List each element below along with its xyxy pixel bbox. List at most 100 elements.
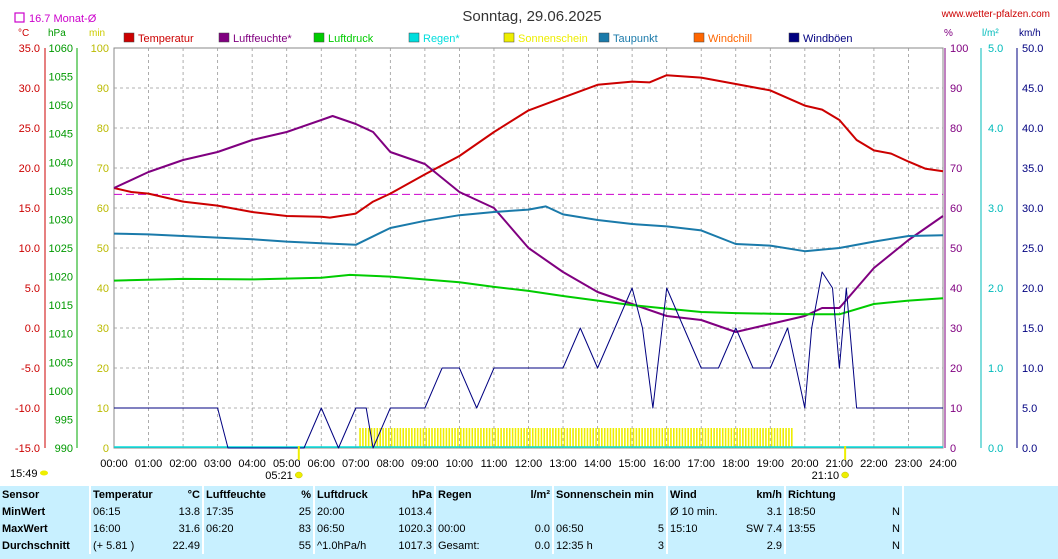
x-tick-label: 16:00: [653, 458, 681, 470]
pressure-time: ^1.0hPa/h: [313, 537, 382, 554]
legend-swatch: [598, 32, 610, 43]
sunshine-bar: [428, 428, 430, 448]
series-line-windböen: [114, 271, 943, 449]
minutes-tick-label: 40: [97, 283, 109, 295]
temp-tick-label: 25.0: [19, 123, 40, 135]
sun-value: 3: [657, 539, 664, 552]
sunshine-bar: [615, 428, 618, 448]
chart-title: Sonntag, 29.06.2025: [462, 8, 601, 25]
temp-tick-label: 5.0: [25, 283, 40, 295]
series-line-luftdruck: [113, 273, 944, 316]
direction-value: N: [892, 522, 900, 535]
pressure-tick-label: 1055: [49, 72, 73, 84]
clock-sun-icon: [40, 470, 48, 476]
rain-time: 00:00: [434, 520, 512, 537]
sunshine-bar: [733, 428, 736, 448]
sunshine-bar: [681, 428, 684, 448]
sunshine-bar: [629, 428, 632, 448]
pressure-tick-label: 1015: [49, 300, 73, 312]
sunshine-bar: [609, 428, 612, 448]
sunshine-bar: [485, 428, 488, 448]
sunshine-bar: [759, 428, 761, 448]
sunshine-bar: [543, 428, 546, 448]
humidity-time: [202, 537, 279, 554]
sunshine-bar: [624, 428, 626, 448]
sunshine-bar: [405, 428, 407, 448]
unit-rain: l/m²: [982, 28, 999, 39]
sunshine-bar: [566, 428, 569, 448]
sunshine-bar: [431, 428, 433, 448]
temp-tick-label: 10.0: [19, 243, 40, 255]
humidity-tick-label: 0: [950, 443, 956, 455]
hdr-humidity: Luftfeuchte: [202, 486, 279, 503]
sunshine-bar: [770, 428, 773, 448]
sunshine-bar: [488, 428, 491, 448]
sunshine-bar: [390, 428, 393, 448]
unit-temp: °C: [18, 28, 29, 39]
sunshine-bar: [480, 428, 482, 448]
sunshine-bar: [546, 428, 548, 448]
sunshine-bar: [601, 428, 603, 448]
pressure-tick-label: 1030: [49, 214, 73, 226]
temp-tick-label: 35.0: [19, 43, 40, 55]
sunshine-bar: [451, 428, 453, 448]
sunshine-bar: [690, 428, 692, 448]
sunshine-bar: [523, 428, 525, 448]
x-tick-label: 24:00: [929, 458, 957, 470]
sunshine-bar: [503, 428, 505, 448]
sunshine-bar: [477, 428, 479, 448]
sunshine-bar: [572, 428, 574, 448]
hdr-humidity-unit: %: [301, 488, 311, 501]
row-label: MaxWert: [2, 522, 48, 535]
sunshine-bar: [575, 428, 577, 448]
sunshine-bar: [531, 428, 534, 448]
x-tick-label: 03:00: [204, 458, 232, 470]
rain-tick-label: 2.0: [988, 283, 1003, 295]
sunshine-bar: [411, 428, 413, 448]
direction-time: 18:50: [784, 503, 870, 520]
sunshine-bar: [399, 428, 402, 448]
legend-label: Temperatur: [138, 33, 194, 45]
x-tick-label: 20:00: [791, 458, 819, 470]
minutes-tick-label: 10: [97, 403, 109, 415]
x-tick-label: 13:00: [549, 458, 577, 470]
sunshine-bar: [765, 428, 767, 448]
wind-tick-label: 50.0: [1022, 43, 1043, 55]
temp-time: 06:15: [89, 503, 168, 520]
sunshine-bar: [589, 428, 592, 448]
sunshine-bar: [719, 428, 721, 448]
wind-tick-label: 30.0: [1022, 203, 1043, 215]
sunshine-bar: [661, 428, 664, 448]
sunshine-bar: [696, 428, 698, 448]
stats-header-row: Sensor Temperatur °C Luftfeuchte % Luftd…: [0, 486, 1038, 503]
x-tick-label: 12:00: [515, 458, 543, 470]
sunshine-bar: [791, 428, 793, 448]
sunshine-bar: [736, 428, 738, 448]
sunshine-bar: [767, 428, 770, 448]
rain-tick-label: 5.0: [988, 43, 1003, 55]
sun-time: 12:35 h: [552, 537, 643, 554]
wind-value: 3.1: [766, 505, 782, 518]
sunshine-bar: [742, 428, 744, 448]
series-line-temperatur: [113, 74, 944, 219]
sunshine-bar: [419, 428, 422, 448]
sunshine-bar: [632, 428, 635, 448]
sunshine-bar: [606, 428, 609, 448]
temp-value: 13.8: [178, 505, 200, 518]
sunshine-bar: [365, 428, 367, 448]
rain-time: [434, 503, 512, 520]
sunshine-bar: [693, 428, 695, 448]
sunshine-bar: [408, 428, 410, 448]
rain-value: [512, 503, 553, 520]
site-url: www.wetter-pfalzen.com: [941, 9, 1050, 20]
x-tick-label: 04:00: [238, 458, 266, 470]
sunshine-bar: [468, 428, 471, 448]
hdr-wind-unit: km/h: [756, 488, 782, 501]
legend-swatch: [313, 32, 325, 43]
hdr-pressure-unit: hPa: [411, 488, 432, 501]
sunshine-bar: [448, 428, 451, 448]
sunshine-bar: [385, 428, 387, 448]
legend-label: Sonnenschein: [518, 33, 588, 45]
sunshine-bar: [491, 428, 494, 448]
rain-value: 0.0: [534, 539, 550, 552]
